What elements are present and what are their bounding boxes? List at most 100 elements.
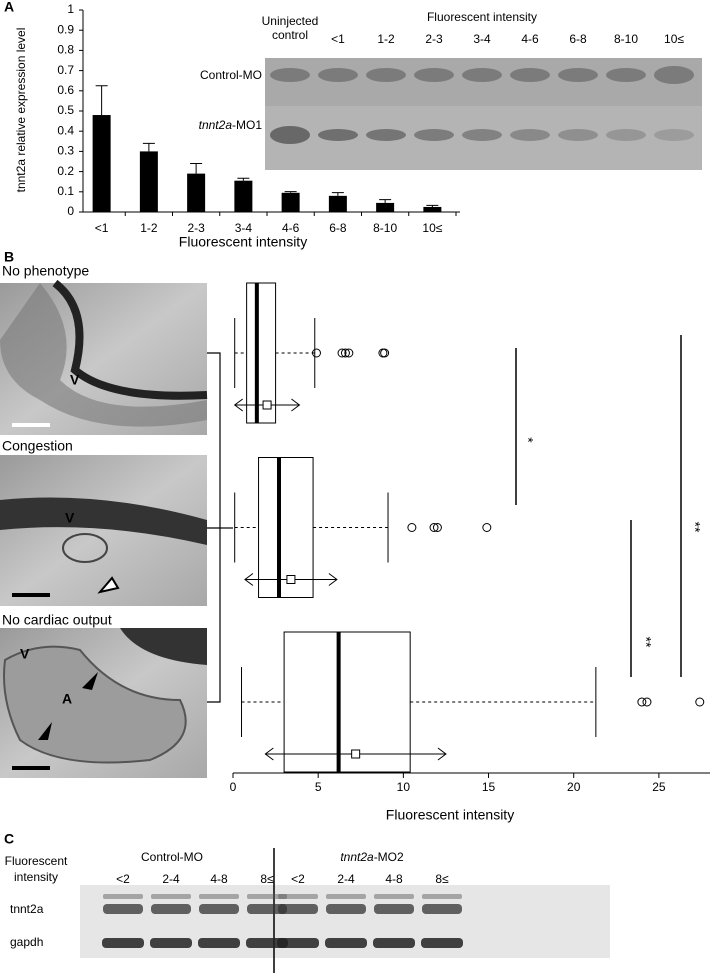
bar [187, 173, 206, 212]
x-tick-label: 10 [397, 780, 411, 794]
y-axis-title: tnnt2a relative expression level [14, 28, 28, 193]
gene-name: tnnt2a [199, 118, 233, 132]
lane-label: 10≤ [664, 32, 684, 46]
bar [328, 195, 347, 212]
x-axis-title: Fluorescent intensity [386, 807, 514, 823]
outlier [642, 697, 652, 707]
row-label: tnnt2a [10, 902, 44, 916]
x-tick-label: <1 [95, 221, 109, 235]
outlier [637, 697, 647, 707]
outlier [380, 348, 390, 358]
micrograph [0, 455, 207, 606]
group-label: Control-MO [141, 850, 203, 864]
x-tick-label: 8-10 [373, 221, 397, 235]
band [510, 68, 550, 82]
error-bar [284, 191, 297, 193]
x-axis-title: Fluorescent intensity [179, 234, 307, 250]
band [414, 68, 454, 82]
band [373, 938, 415, 948]
outlier [378, 348, 388, 358]
lane-label: 3-4 [473, 32, 491, 46]
bar [376, 202, 395, 212]
outlier [344, 348, 354, 358]
significance-label: ** [687, 522, 703, 533]
gel-title: Fluorescent intensity [427, 10, 537, 24]
band [326, 904, 366, 914]
box [258, 457, 314, 598]
y-tick-label: 0.9 [57, 22, 74, 36]
outlier [695, 697, 705, 707]
band [558, 68, 598, 82]
x-tick-label: 10≤ [422, 221, 442, 235]
outlier [311, 348, 321, 358]
y-tick-label: 1 [67, 2, 74, 16]
outlier [407, 523, 417, 532]
y-tick-label: 0.2 [57, 164, 74, 178]
lane-label: 2-4 [162, 872, 180, 886]
band [326, 894, 366, 899]
row-label-suffix: Control-MO [200, 68, 262, 82]
y-tick-label: 0.3 [57, 144, 74, 158]
panel-label: C [4, 831, 14, 847]
band [102, 938, 144, 948]
x-tick-label: 20 [567, 780, 581, 794]
band [558, 129, 598, 141]
band [278, 894, 318, 899]
error-bar [190, 163, 203, 174]
outlier [340, 348, 350, 358]
lane-label: 8≤ [435, 872, 449, 886]
y-tick-label: 0.7 [57, 63, 74, 77]
band [150, 938, 192, 948]
band [510, 129, 550, 141]
band [654, 66, 694, 84]
blot-axis-label: intensity [14, 870, 58, 884]
lane-label: <2 [116, 872, 130, 886]
error-bar [426, 204, 439, 207]
band [606, 68, 646, 82]
bar [139, 151, 158, 212]
x-tick-label: 5 [315, 780, 322, 794]
y-tick-label: 0 [67, 204, 74, 218]
band [422, 894, 462, 899]
bar [281, 192, 300, 212]
lane-label: 6-8 [569, 32, 587, 46]
y-tick-label: 0.5 [57, 103, 74, 117]
structure-label: V [70, 372, 80, 388]
category-label: No phenotype [2, 263, 89, 279]
gel-row [265, 58, 702, 106]
row-label: gapdh [10, 935, 43, 949]
blot-axis-label: Fluorescent [5, 854, 68, 868]
error-bar [237, 177, 250, 181]
lane-label: 4-8 [385, 872, 403, 886]
outlier [337, 348, 347, 358]
band [421, 938, 463, 948]
mean [262, 400, 272, 410]
outlier [432, 523, 442, 532]
band [199, 894, 239, 899]
bar [234, 180, 253, 212]
y-tick-label: 0.1 [57, 184, 74, 198]
bar [423, 206, 442, 212]
panel-label: A [4, 0, 14, 15]
band [414, 129, 454, 141]
band [103, 894, 143, 899]
lane-label: 4-8 [210, 872, 228, 886]
box [283, 631, 411, 773]
band [198, 938, 240, 948]
x-tick-label: 2-3 [187, 221, 205, 235]
significance-label: * [520, 437, 536, 443]
band [247, 904, 287, 914]
row-label: tnnt2a-MO1 [199, 118, 263, 132]
y-tick-label: 0.4 [57, 123, 74, 137]
y-tick-label: 0.8 [57, 43, 74, 57]
band [366, 129, 406, 141]
band [654, 129, 694, 141]
outlier [482, 523, 492, 532]
band [270, 68, 310, 82]
mean [286, 575, 296, 584]
significance-label: ** [638, 637, 654, 648]
error-bar [331, 192, 344, 196]
lane-label: 2-3 [425, 32, 443, 46]
x-tick-label: 3-4 [235, 221, 253, 235]
